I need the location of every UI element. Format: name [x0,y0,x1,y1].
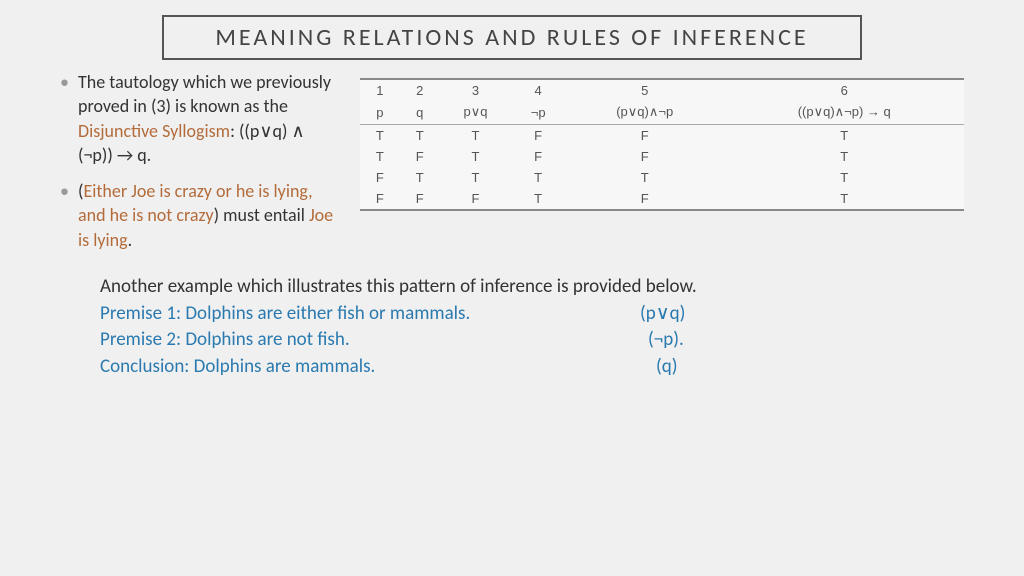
col-num: 5 [565,79,725,101]
bullet1-term: Disjunctive Syllogism [78,120,230,142]
col-num: 3 [440,79,512,101]
cell: F [400,146,440,167]
col-header: ((p∨q)∧¬p) → q [725,101,964,125]
cell: F [400,188,440,210]
table-num-row: 1 2 3 4 5 6 [360,79,964,101]
table-row: T F T F F T [360,146,964,167]
cell: F [360,188,400,210]
truth-table: 1 2 3 4 5 6 p q p∨q ¬p (p∨q)∧¬p ((p∨q)∧¬… [360,78,964,211]
premise-2: Premise 2: Dolphins are not fish. [100,327,640,354]
bullet-list: The tautology which we previously proved… [60,70,340,264]
table-header-row: p q p∨q ¬p (p∨q)∧¬p ((p∨q)∧¬p) → q [360,101,964,125]
truth-table-wrap: 1 2 3 4 5 6 p q p∨q ¬p (p∨q)∧¬p ((p∨q)∧¬… [360,70,964,264]
conclusion: Conclusion: Dolphins are mammals. [100,354,640,381]
conclusion-sym: (q) [640,354,678,381]
bullet-2: (Either Joe is crazy or he is lying, and… [60,179,340,252]
cell: T [565,167,725,188]
slide-title: MEANING RELATIONS AND RULES OF INFERENCE [184,23,840,52]
cell: T [360,125,400,147]
table-row: F F F T F T [360,188,964,210]
table-row: T T T F F T [360,125,964,147]
col-header: p∨q [440,101,512,125]
premise-1-sym: (p∨q) [640,301,685,328]
table-row: F T T T T T [360,167,964,188]
cell: F [511,146,565,167]
cell: F [511,125,565,147]
cell: T [440,125,512,147]
cell: T [511,167,565,188]
cell: T [440,167,512,188]
cell: T [725,125,964,147]
premise-2-line: Premise 2: Dolphins are not fish. (¬p). [100,327,964,354]
cell: T [440,146,512,167]
col-num: 1 [360,79,400,101]
col-header: p [360,101,400,125]
cell: T [400,167,440,188]
cell: T [400,125,440,147]
content-row: The tautology which we previously proved… [60,70,964,264]
bottom-intro: Another example which illustrates this p… [100,274,964,301]
premise-1: Premise 1: Dolphins are either fish or m… [100,301,640,328]
premise-2-sym: (¬p). [640,327,684,354]
col-header: ¬p [511,101,565,125]
col-num: 4 [511,79,565,101]
cell: F [360,167,400,188]
b2-end: . [128,229,133,251]
conclusion-line: Conclusion: Dolphins are mammals. (q) [100,354,964,381]
bullet1-pre: The tautology which we previously proved… [78,71,331,117]
col-num: 6 [725,79,964,101]
cell: T [511,188,565,210]
cell: F [565,188,725,210]
cell: T [725,188,964,210]
table-body: T T T F F T T F T F F T F T [360,125,964,211]
bullet-1: The tautology which we previously proved… [60,70,340,167]
bottom-text: Another example which illustrates this p… [60,274,964,380]
title-box: MEANING RELATIONS AND RULES OF INFERENCE [162,15,862,60]
cell: F [565,146,725,167]
cell: T [725,167,964,188]
col-num: 2 [400,79,440,101]
col-header: (p∨q)∧¬p [565,101,725,125]
cell: T [360,146,400,167]
premise-1-line: Premise 1: Dolphins are either fish or m… [100,301,964,328]
cell: T [725,146,964,167]
cell: F [440,188,512,210]
b2-mid: ) must entail [214,204,309,226]
col-header: q [400,101,440,125]
cell: F [565,125,725,147]
